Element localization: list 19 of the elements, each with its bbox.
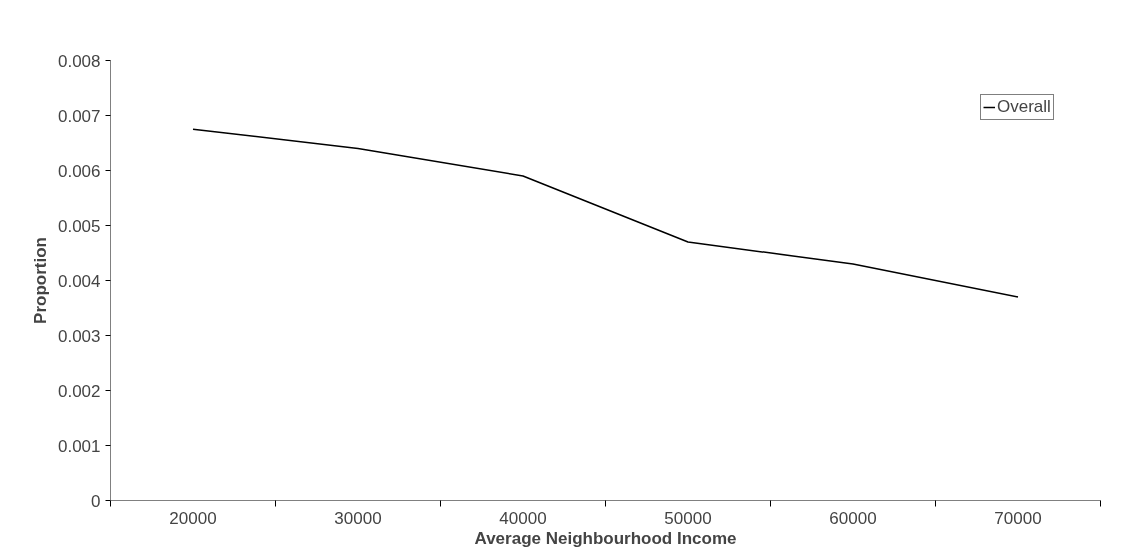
x-axis-title: Average Neighbourhood Income xyxy=(474,528,737,548)
y-tick-label: 0.002 xyxy=(57,381,101,401)
x-tick-label: 50000 xyxy=(664,508,712,528)
y-tick-label: 0.008 xyxy=(57,51,101,71)
x-tick-label: 60000 xyxy=(829,508,877,528)
y-tick-label: 0.006 xyxy=(57,161,101,181)
x-tick-label: 20000 xyxy=(169,508,217,528)
y-tick-label: 0.005 xyxy=(57,216,101,236)
y-axis-title: Proportion xyxy=(30,237,50,324)
x-tick-label: 70000 xyxy=(994,508,1042,528)
y-tick-label: 0.003 xyxy=(57,326,101,346)
legend-label: Overall xyxy=(997,97,1051,117)
y-tick-label: 0.001 xyxy=(57,436,101,456)
x-tick-label: 40000 xyxy=(499,508,547,528)
y-tick-label: 0.004 xyxy=(57,271,101,291)
x-tick-label: 30000 xyxy=(334,508,382,528)
line-series xyxy=(192,128,1019,298)
y-tick-label: 0.007 xyxy=(57,106,101,126)
y-tick-label: 0 xyxy=(91,491,101,511)
